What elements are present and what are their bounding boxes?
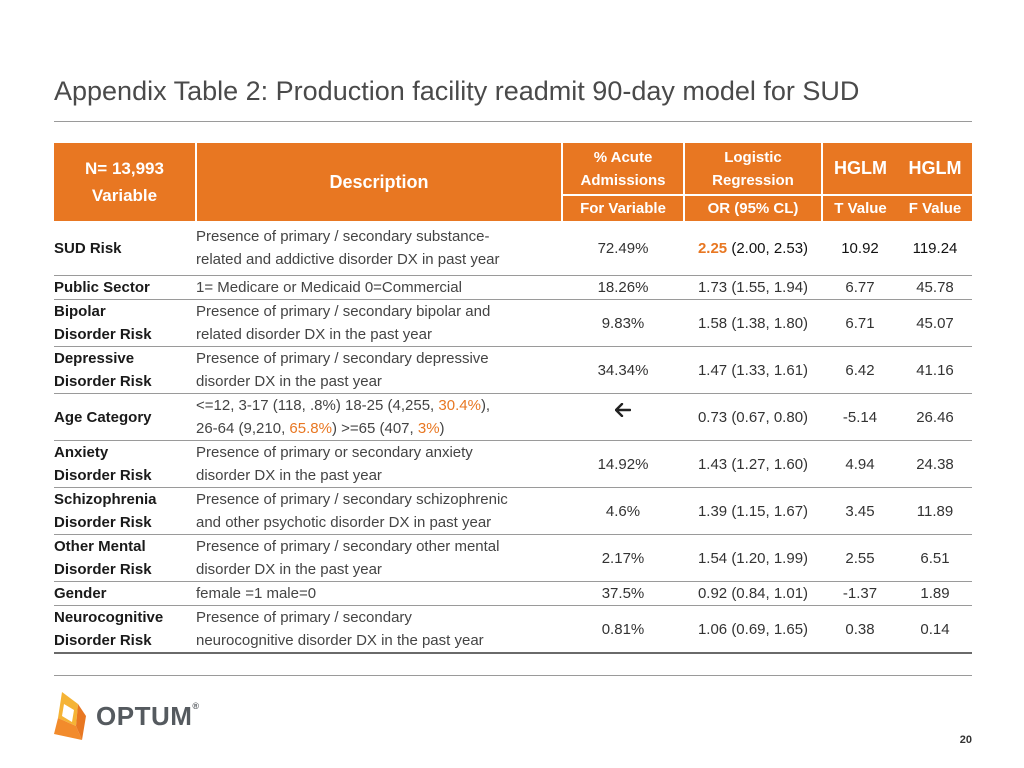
variable-cell: SUD Risk (54, 239, 122, 257)
model-table: N= 13,993 Variable Description % Acute A… (54, 143, 972, 654)
table-row: Schizophrenia Disorder Risk Presence of … (54, 488, 972, 535)
logistic-regression-header: Logistic Regression (684, 143, 823, 195)
table-row: Public Sector 1= Medicare or Medicaid 0=… (54, 276, 972, 300)
variable-cell: Age Category (54, 408, 152, 426)
optum-logo-icon (54, 692, 86, 740)
or-highlight: 2.25 (697, 239, 728, 257)
or-cell: 0.73 (0.67, 0.80) (697, 408, 809, 426)
age-65-plus-percent: 3% (417, 420, 440, 437)
description-cell: Presence of primary / secondary other me… (196, 538, 500, 578)
f-value-cell: 11.89 (916, 502, 954, 520)
t-value-cell: -1.37 (842, 585, 878, 602)
or-cell: 1.06 (0.69, 1.65) (697, 620, 809, 638)
variable-header: N= 13,993 Variable (54, 143, 197, 221)
or-cell: 0.92 (0.84, 1.01) (697, 585, 809, 602)
acute-cell: 18.26% (597, 279, 649, 296)
t-value-cell: 6.77 (845, 279, 875, 296)
acute-cell: 4.6% (605, 502, 641, 520)
f-value-cell: 119.24 (912, 239, 958, 257)
page-title: Appendix Table 2: Production facility re… (54, 76, 860, 106)
or-cell: 2.25 (2.00, 2.53) (697, 239, 809, 257)
table-row: Depressive Disorder Risk Presence of pri… (54, 347, 972, 394)
table-row: SUD Risk Presence of primary / secondary… (54, 221, 972, 276)
acute-cell (562, 394, 684, 441)
f-value-cell: 26.46 (916, 408, 954, 426)
acute-cell: 34.34% (597, 361, 649, 379)
description-cell: <=12, 3-17 (118, .8%) 18-25 (4,255, 30.4… (196, 397, 491, 437)
description-cell: Presence of primary / secondary bipolar … (196, 303, 491, 343)
optum-logo: OPTUM® (52, 690, 200, 742)
description-cell: Presence of primary / secondary substanc… (196, 228, 500, 268)
acute-cell: 14.92% (597, 455, 649, 473)
description-cell: Presence of primary / secondary depressi… (196, 350, 489, 390)
f-value-cell: 24.38 (916, 455, 954, 473)
variable-cell: Depressive Disorder Risk (54, 350, 152, 390)
page-number: 20 (959, 734, 972, 746)
description-header: Description (196, 143, 563, 221)
f-value-cell: 41.16 (916, 361, 954, 379)
t-value-subheader: T Value (822, 194, 898, 221)
variable-cell: Public Sector (54, 279, 150, 296)
age-26-64-percent: 65.8% (289, 420, 332, 437)
variable-cell: Bipolar Disorder Risk (54, 303, 152, 343)
t-value-cell: 4.94 (845, 455, 875, 473)
hglm-header-2: HGLM (898, 143, 972, 195)
arrow-left-icon (614, 402, 632, 417)
optum-wordmark: OPTUM® (96, 700, 200, 731)
acute-cell: 9.83% (601, 314, 645, 332)
description-cell: female =1 male=0 (196, 585, 317, 602)
variable-cell: Neurocognitive Disorder Risk (54, 609, 164, 649)
f-value-cell: 45.07 (916, 314, 954, 332)
acute-cell: 72.49% (597, 239, 649, 257)
t-value-cell: 6.42 (845, 361, 875, 379)
table-row: Bipolar Disorder Risk Presence of primar… (54, 300, 972, 347)
or-cell: 1.73 (1.55, 1.94) (697, 279, 809, 296)
description-cell: Presence of primary / secondary neurocog… (196, 609, 484, 649)
variable-cell: Other Mental Disorder Risk (54, 538, 152, 578)
table-row: Gender female =1 male=0 37.5% 0.92 (0.84… (54, 582, 972, 606)
footer-divider (54, 675, 972, 676)
table-row: Anxiety Disorder Risk Presence of primar… (54, 441, 972, 488)
variable-label: Variable (91, 186, 158, 205)
description-cell: Presence of primary / secondary schizoph… (196, 491, 508, 531)
t-value-cell: 10.92 (841, 239, 879, 257)
table-row: Neurocognitive Disorder Risk Presence of… (54, 606, 972, 653)
t-value-cell: 6.71 (845, 314, 875, 332)
hglm-header-1: HGLM (822, 143, 898, 195)
variable-cell: Schizophrenia Disorder Risk (54, 491, 157, 531)
or-ci-subheader: OR (95% CL) (684, 194, 823, 221)
f-value-cell: 0.14 (920, 620, 950, 638)
table-row: Other Mental Disorder Risk Presence of p… (54, 535, 972, 582)
variable-cell: Anxiety Disorder Risk (54, 444, 152, 484)
t-value-cell: 2.55 (845, 549, 875, 567)
acute-cell: 2.17% (601, 549, 645, 567)
table-row: Age Category <=12, 3-17 (118, .8%) 18-25… (54, 394, 972, 441)
acute-admissions-header: % Acute Admissions (562, 143, 685, 195)
or-cell: 1.39 (1.15, 1.67) (697, 502, 809, 520)
f-value-subheader: F Value (898, 194, 972, 221)
age-18-25-percent: 30.4% (438, 397, 481, 414)
description-cell: 1= Medicare or Medicaid 0=Commercial (196, 279, 462, 296)
f-value-cell: 1.89 (920, 585, 950, 602)
or-cell: 1.54 (1.20, 1.99) (697, 549, 809, 567)
for-variable-subheader: For Variable (562, 194, 685, 221)
or-cell: 1.43 (1.27, 1.60) (697, 455, 809, 473)
or-cell: 1.58 (1.38, 1.80) (697, 314, 809, 332)
title-divider (54, 121, 972, 122)
variable-cell: Gender (54, 585, 107, 602)
f-value-cell: 6.51 (920, 549, 950, 567)
acute-cell: 37.5% (601, 585, 645, 602)
acute-cell: 0.81% (601, 620, 645, 638)
or-cell: 1.47 (1.33, 1.61) (697, 361, 809, 379)
t-value-cell: -5.14 (842, 408, 878, 426)
n-label: N= 13,993 (85, 159, 164, 178)
t-value-cell: 0.38 (845, 620, 875, 638)
description-cell: Presence of primary or secondary anxiety… (196, 444, 473, 484)
t-value-cell: 3.45 (845, 502, 875, 520)
f-value-cell: 45.78 (916, 279, 954, 296)
